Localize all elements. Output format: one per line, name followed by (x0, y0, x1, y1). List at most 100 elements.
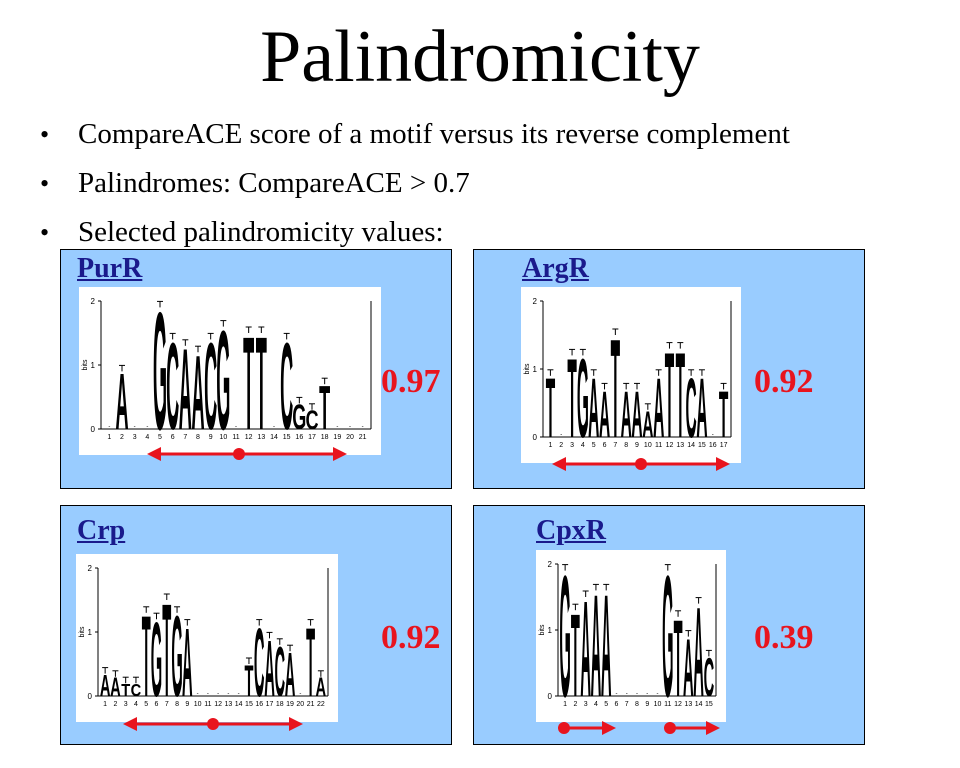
logo-letter: A (599, 379, 610, 452)
position-label: 10 (644, 442, 652, 449)
logo-letter: C (204, 317, 217, 455)
logo-small-mark: - (227, 691, 229, 697)
logo-letter: G (153, 287, 167, 455)
position-label: 21 (307, 701, 315, 708)
position-label: 13 (676, 442, 684, 449)
position-label: 4 (145, 434, 149, 441)
position-label: 11 (204, 701, 211, 708)
position-label: 3 (124, 701, 128, 708)
position-label: 8 (196, 434, 200, 441)
y-tick-label: 2 (533, 297, 538, 306)
position-label: 10 (654, 701, 662, 708)
position-label: 15 (283, 434, 291, 441)
position-label: 2 (120, 434, 124, 441)
position-label: 1 (103, 701, 107, 708)
palindrome-arrow-cpxr-right (664, 721, 720, 735)
logo-letter: G (151, 602, 162, 720)
motif-panel-cpxr: CpxR 2 1 0 bits 1 G 2 T 3 A 4 A 5 A 6-7-8-9-10-11 G 12 T 1… (473, 505, 865, 745)
position-label: 5 (158, 434, 162, 441)
position-label: 15 (245, 701, 253, 708)
position-label: 16 (295, 434, 303, 441)
sequence-logo-cpxr: 2 1 0 bits 1 G 2 T 3 A 4 A 5 A 6-7-8-9-10-11 G 12 T 13 A 14 A… (536, 550, 726, 722)
position-label: 11 (232, 434, 239, 441)
logo-small-mark: - (134, 424, 136, 430)
position-label: 3 (584, 701, 588, 708)
logo-letter: A (316, 672, 327, 702)
position-label: 19 (333, 434, 341, 441)
position-label: 16 (255, 701, 263, 708)
palindromicity-score-purr: 0.97 (381, 363, 441, 400)
logo-letter: T (665, 328, 674, 463)
y-axis-label: bits (82, 359, 89, 370)
position-label: 12 (245, 434, 253, 441)
position-label: 1 (548, 442, 552, 449)
logo-letter: T (256, 310, 267, 455)
logo-letter: T (121, 681, 130, 701)
position-label: 13 (684, 701, 692, 708)
logo-letter: A (696, 360, 707, 455)
motif-name-argr: ArgR (522, 253, 589, 284)
position-label: 10 (219, 434, 227, 441)
logo-letter: A (191, 334, 204, 452)
logo-letter: A (182, 608, 193, 717)
logo-letter: T (676, 328, 685, 463)
position-label: 14 (270, 434, 278, 441)
position-label: 11 (655, 442, 662, 449)
logo-small-mark: - (362, 424, 364, 430)
logo-letter: A (588, 360, 599, 455)
logo-small-mark: - (626, 691, 628, 697)
logo-letter: A (110, 672, 121, 702)
logo-letter: C (305, 404, 318, 434)
position-label: 5 (592, 442, 596, 449)
logo-letter: T (674, 596, 683, 719)
logo-letter: T (244, 656, 253, 706)
y-tick-label: 2 (88, 564, 93, 573)
logo-letter: A (631, 379, 642, 452)
position-label: 2 (113, 701, 117, 708)
logo-letter: A (642, 404, 653, 446)
palindrome-arrow-argr (552, 457, 730, 471)
position-label: 17 (266, 701, 274, 708)
position-label: 20 (346, 434, 354, 441)
bullet-list: • CompareACE score of a motif versus its … (38, 110, 790, 257)
y-tick-label: 0 (548, 692, 553, 701)
bullet-item: • Selected palindromicity values: (38, 208, 790, 257)
position-label: 13 (257, 434, 265, 441)
bullet-text: Palindromes: CompareACE > 0.7 (78, 167, 470, 199)
logo-small-mark: - (146, 424, 148, 430)
logo-small-mark: - (108, 424, 110, 430)
y-tick-label: 1 (533, 365, 538, 374)
sequence-logo-argr: 2 1 0 bits 1 T 2-3 T 4 G 5 A 6 A 7 T 8 A 9 A 10 A 11 A 12 T 13 T 14 C… (521, 287, 741, 463)
logo-small-mark: - (235, 424, 237, 430)
position-label: 1 (563, 701, 567, 708)
position-label: 19 (286, 701, 294, 708)
palindrome-arrow-cpxr-left (558, 721, 616, 735)
position-label: 3 (570, 442, 574, 449)
logo-letter: G (559, 550, 570, 722)
position-label: 18 (276, 701, 284, 708)
palindrome-arrow-purr (147, 447, 347, 461)
position-label: 8 (624, 442, 628, 449)
y-tick-label: 0 (533, 433, 538, 442)
logo-small-mark: - (636, 691, 638, 697)
position-label: 9 (635, 442, 639, 449)
position-label: 20 (296, 701, 304, 708)
y-tick-label: 0 (88, 692, 93, 701)
position-label: 7 (625, 701, 629, 708)
motif-panel-purr: PurR 2 1 0 bits 1-2 A 3-4-5 G 6 C 7 A 8 A 9 C 10 G 11-12 T 1… (60, 249, 452, 489)
logo-letter: A (683, 624, 694, 714)
logo-letter: A (179, 327, 192, 454)
position-label: 6 (615, 701, 619, 708)
position-label: 8 (635, 701, 639, 708)
logo-small-mark: - (238, 691, 240, 697)
position-label: 6 (603, 442, 607, 449)
logo-small-mark: - (657, 691, 659, 697)
sequence-logo-purr: 2 1 0 bits 1-2 A 3-4-5 G 6 C 7 A 8 A 9 C 10 G 11-12 T 13 T 14-… (79, 287, 381, 455)
logo-letter: A (653, 360, 664, 455)
logo-letter: G (662, 550, 673, 722)
logo-letter: G (216, 303, 230, 455)
logo-letter: A (591, 564, 602, 722)
logo-letter: T (162, 577, 171, 722)
